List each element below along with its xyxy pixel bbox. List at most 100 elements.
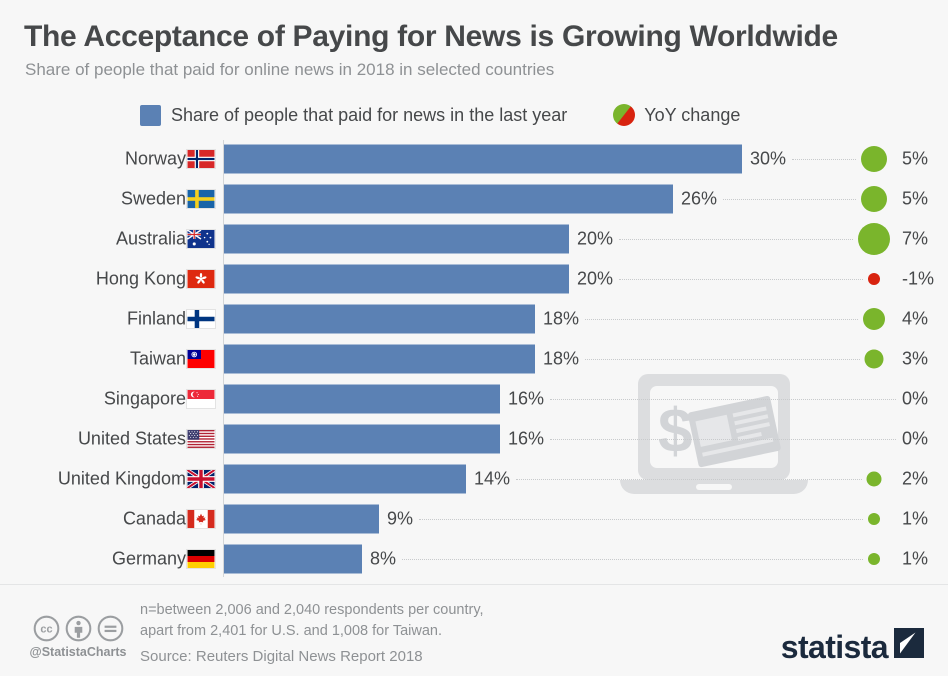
leader-line	[419, 519, 863, 520]
country-label: Finland	[126, 308, 186, 329]
flag-hong-kong-icon	[186, 269, 216, 289]
country-label: Singapore	[103, 388, 186, 409]
yoy-value-label: 5%	[902, 148, 929, 169]
share-bar	[224, 144, 742, 174]
flag-norway-icon	[186, 149, 216, 169]
flag-canada-icon	[186, 509, 216, 529]
leader-line	[585, 319, 858, 320]
share-bar	[224, 344, 535, 374]
chart-legend: Share of people that paid for news in th…	[140, 104, 740, 126]
statista-logo: statista	[781, 628, 924, 666]
source-text: Source: Reuters Digital News Report 2018	[140, 648, 423, 665]
sample-size-note-line2: apart from 2,401 for U.S. and 1,008 for …	[140, 622, 442, 639]
yoy-positive-dot	[861, 146, 887, 172]
legend-item-share: Share of people that paid for news in th…	[140, 104, 567, 126]
yoy-value-label: 0%	[902, 388, 929, 409]
share-bar	[224, 424, 500, 454]
share-value-label: 20%	[577, 268, 614, 289]
yoy-negative-dot	[868, 273, 880, 285]
cc-icon-group: cc	[18, 615, 138, 642]
yoy-value-label: 5%	[902, 188, 929, 209]
share-value-label: 26%	[681, 188, 718, 209]
chart-row: Hong Kong 20% -1%	[0, 259, 948, 299]
chart-row: United Kingdom 14% 2%	[0, 459, 948, 499]
share-bar	[224, 384, 500, 414]
leader-line	[723, 199, 856, 200]
laptop-news-watermark-icon: $	[620, 374, 808, 494]
leader-line	[792, 159, 856, 160]
share-value-label: 16%	[508, 388, 545, 409]
green-red-split-circle-icon	[613, 104, 636, 126]
creative-commons-block: cc @StatistaCharts	[18, 615, 138, 659]
yoy-positive-dot	[861, 186, 887, 212]
flag-australia-icon	[186, 229, 216, 249]
yoy-positive-dot	[864, 349, 884, 369]
share-value-label: 20%	[577, 228, 614, 249]
cc-icon: cc	[33, 615, 59, 642]
statista-handle: @StatistaCharts	[29, 645, 127, 659]
chart-row: Germany 8% 1%	[0, 539, 948, 579]
blue-square-swatch-icon	[140, 104, 161, 126]
yoy-positive-dot	[858, 223, 890, 255]
statista-wordmark: statista	[780, 629, 889, 665]
sample-size-note-line1: n=between 2,006 and 2,040 respondents pe…	[140, 602, 484, 618]
share-bar	[224, 504, 379, 534]
flag-singapore-icon	[186, 389, 216, 409]
yoy-value-label: 2%	[902, 468, 929, 489]
yoy-value-label: 4%	[902, 308, 929, 329]
share-bar	[224, 464, 466, 494]
share-value-label: 30%	[750, 148, 787, 169]
share-value-label: 9%	[387, 508, 414, 529]
page-title: The Acceptance of Paying for News is Gro…	[24, 20, 838, 53]
leader-line	[585, 359, 860, 360]
share-bar	[224, 224, 569, 254]
leader-line	[619, 279, 863, 280]
legend-label-yoy: YoY change	[644, 104, 741, 125]
country-label: Australia	[115, 228, 186, 249]
country-label: Norway	[124, 148, 186, 169]
flag-taiwan-icon	[186, 349, 216, 369]
share-bar	[224, 304, 535, 334]
chart-row: Australia 20% 7%	[0, 219, 948, 259]
country-label: Canada	[122, 508, 186, 529]
yoy-value-label: 7%	[902, 228, 929, 249]
yoy-value-label: 1%	[902, 508, 929, 529]
leader-line	[516, 479, 862, 480]
share-bar	[224, 544, 362, 574]
footer-divider	[0, 584, 948, 585]
yoy-value-label: 1%	[902, 548, 929, 569]
yoy-positive-dot	[868, 553, 880, 565]
share-value-label: 14%	[474, 468, 511, 489]
svg-text:$: $	[658, 397, 692, 466]
country-label: Germany	[111, 548, 186, 569]
country-label: United Kingdom	[57, 468, 186, 489]
yoy-value-label: 0%	[902, 428, 929, 449]
svg-text:cc: cc	[40, 624, 52, 636]
yoy-value-label: -1%	[902, 268, 935, 289]
country-label: United States	[77, 428, 186, 449]
leader-line	[402, 559, 863, 560]
chart-row: Sweden 26% 5%	[0, 179, 948, 219]
leader-line	[619, 239, 853, 240]
flag-united-states-icon	[186, 429, 216, 449]
chart-row: United States 16% 0%	[0, 419, 948, 459]
legend-item-yoy: YoY change	[613, 104, 740, 126]
share-value-label: 18%	[543, 308, 580, 329]
yoy-value-label: 3%	[902, 348, 929, 369]
flag-united-kingdom-icon	[186, 469, 216, 489]
leader-line	[550, 399, 896, 400]
share-value-label: 18%	[543, 348, 580, 369]
chart-row: Finland 18% 4%	[0, 299, 948, 339]
chart-axis-line	[223, 140, 224, 577]
statista-slash-mark-icon	[894, 628, 924, 658]
share-bar	[224, 184, 673, 214]
share-bar	[224, 264, 569, 294]
cc-by-person-icon	[65, 615, 91, 642]
share-value-label: 16%	[508, 428, 545, 449]
chart-row: Singapore 16% 0%	[0, 379, 948, 419]
country-label: Sweden	[120, 188, 186, 209]
leader-line	[550, 439, 896, 440]
page-subtitle: Share of people that paid for online new…	[25, 60, 555, 79]
flag-finland-icon	[186, 309, 216, 329]
